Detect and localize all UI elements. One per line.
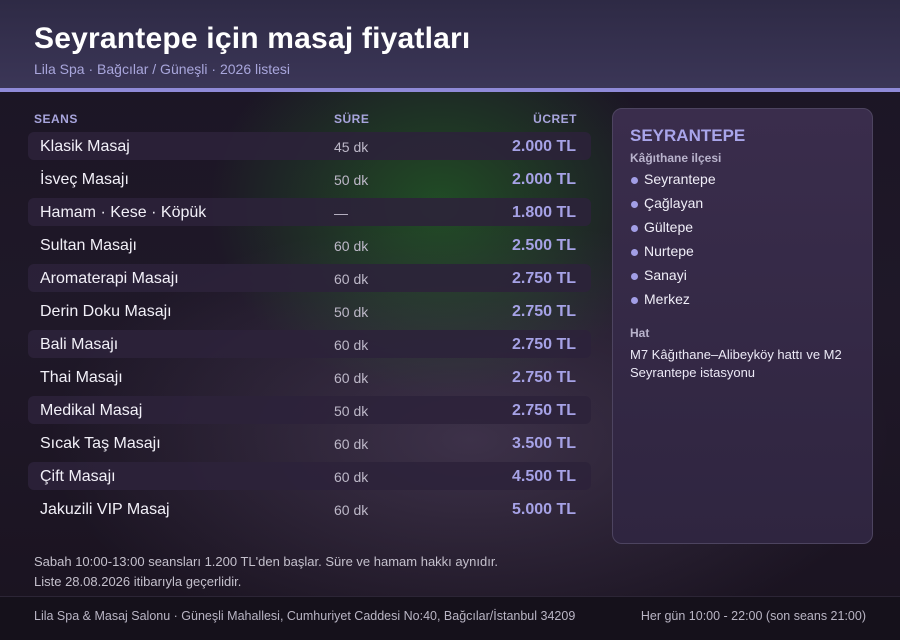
service-name: Medikal Masaj xyxy=(40,402,143,419)
location-panel: SEYRANTEPE Kâğıthane ilçesi Seyrantepe Ç… xyxy=(612,108,873,544)
column-header-sure: SÜRE xyxy=(334,112,370,126)
pricing-notes: Sabah 10:00-13:00 seansları 1.200 TL'den… xyxy=(34,552,498,592)
service-price: 2.500 TL xyxy=(511,237,576,254)
bullet-icon xyxy=(631,273,638,280)
service-duration: 60 dk xyxy=(334,469,369,485)
location-title: SEYRANTEPE xyxy=(630,126,746,145)
service-price: 2.750 TL xyxy=(511,402,576,419)
table-row: Bali Masajı 60 dk 2.750 TL xyxy=(28,330,591,358)
bullet-icon xyxy=(631,225,638,232)
table-row: Hamam · Kese · Köpük — 1.800 TL xyxy=(28,198,591,226)
table-row: Derin Doku Masajı 50 dk 2.750 TL xyxy=(28,297,591,325)
service-duration: 50 dk xyxy=(334,403,369,419)
bullet-icon xyxy=(631,297,638,304)
table-row: Medikal Masaj 50 dk 2.750 TL xyxy=(28,396,591,424)
service-price: 3.500 TL xyxy=(511,435,576,452)
neighborhood-label: Nurtepe xyxy=(644,243,694,259)
list-item: Seyrantepe xyxy=(630,171,716,195)
service-price: 4.500 TL xyxy=(511,468,576,485)
header-divider xyxy=(0,88,900,92)
bullet-icon xyxy=(631,177,638,184)
price-table: Klasik Masaj 45 dk 2.000 TL İsveç Masajı… xyxy=(28,132,591,528)
service-duration: 60 dk xyxy=(334,337,369,353)
service-duration: 45 dk xyxy=(334,139,369,155)
page-header: Seyrantepe için masaj fiyatları Lila Spa… xyxy=(0,0,900,88)
list-item: Merkez xyxy=(630,291,716,315)
service-duration: 60 dk xyxy=(334,502,369,518)
neighborhood-label: Seyrantepe xyxy=(644,171,716,187)
service-name: Klasik Masaj xyxy=(40,138,130,155)
service-duration: 60 dk xyxy=(334,271,369,287)
service-price: 1.800 TL xyxy=(511,204,576,221)
service-duration: 60 dk xyxy=(334,436,369,452)
table-row: Klasik Masaj 45 dk 2.000 TL xyxy=(28,132,591,160)
service-duration: 60 dk xyxy=(334,370,369,386)
service-name: İsveç Masajı xyxy=(40,171,129,188)
column-header-ucret: ÜCRET xyxy=(533,112,577,126)
service-name: Çift Masajı xyxy=(40,468,116,485)
bullet-icon xyxy=(631,249,638,256)
service-price: 2.750 TL xyxy=(511,336,576,353)
neighborhood-list: Seyrantepe Çağlayan Gültepe Nurtepe Sana… xyxy=(630,171,716,315)
service-price: 5.000 TL xyxy=(511,501,576,518)
list-item: Nurtepe xyxy=(630,243,716,267)
page-title: Seyrantepe için masaj fiyatları xyxy=(34,22,471,55)
table-row: İsveç Masajı 50 dk 2.000 TL xyxy=(28,165,591,193)
footer-address: Lila Spa & Masaj Salonu · Güneşli Mahall… xyxy=(34,609,576,623)
bullet-icon xyxy=(631,201,638,208)
footer-hours: Her gün 10:00 - 22:00 (son seans 21:00) xyxy=(640,609,866,623)
service-name: Derin Doku Masajı xyxy=(40,303,172,320)
service-name: Sultan Masajı xyxy=(40,237,137,254)
list-item: Sanayi xyxy=(630,267,716,291)
service-name: Sıcak Taş Masajı xyxy=(40,435,161,452)
service-price: 2.000 TL xyxy=(511,138,576,155)
service-duration: 50 dk xyxy=(334,304,369,320)
transit-info: M7 Kâğıthane–Alibeyköy hattı ve M2 Seyra… xyxy=(630,347,842,380)
table-row: Aromaterapi Masajı 60 dk 2.750 TL xyxy=(28,264,591,292)
note-line: Liste 28.08.2026 itibarıyla geçerlidir. xyxy=(34,574,242,589)
service-name: Aromaterapi Masajı xyxy=(40,270,179,287)
list-item: Gültepe xyxy=(630,219,716,243)
column-header-seans: SEANS xyxy=(34,112,78,126)
service-duration: 50 dk xyxy=(334,172,369,188)
table-row: Çift Masajı 60 dk 4.500 TL xyxy=(28,462,591,490)
table-row: Thai Masajı 60 dk 2.750 TL xyxy=(28,363,591,391)
table-row: Sıcak Taş Masajı 60 dk 3.500 TL xyxy=(28,429,591,457)
table-row: Sultan Masajı 60 dk 2.500 TL xyxy=(28,231,591,259)
service-name: Hamam · Kese · Köpük xyxy=(40,204,207,221)
service-price: 2.000 TL xyxy=(511,171,576,188)
page-footer: Lila Spa & Masaj Salonu · Güneşli Mahall… xyxy=(0,596,900,640)
page-subtitle: Lila Spa · Bağcılar / Güneşli · 2026 lis… xyxy=(34,61,291,77)
note-line: Sabah 10:00-13:00 seansları 1.200 TL'den… xyxy=(34,554,499,569)
district-label: Kâğıthane ilçesi xyxy=(630,151,722,165)
neighborhood-label: Gültepe xyxy=(644,219,694,235)
service-duration: 60 dk xyxy=(334,238,369,254)
service-name: Thai Masajı xyxy=(40,369,123,386)
service-price: 2.750 TL xyxy=(511,369,576,386)
service-duration: — xyxy=(334,205,348,221)
service-name: Jakuzili VIP Masaj xyxy=(40,501,170,518)
table-row: Jakuzili VIP Masaj 60 dk 5.000 TL xyxy=(28,495,591,523)
service-name: Bali Masajı xyxy=(40,336,119,353)
list-item: Çağlayan xyxy=(630,195,716,219)
neighborhood-label: Merkez xyxy=(644,291,690,307)
service-price: 2.750 TL xyxy=(511,270,576,287)
neighborhood-label: Çağlayan xyxy=(644,195,704,211)
service-price: 2.750 TL xyxy=(511,303,576,320)
transit-label: Hat xyxy=(630,326,650,340)
neighborhood-label: Sanayi xyxy=(644,267,687,283)
